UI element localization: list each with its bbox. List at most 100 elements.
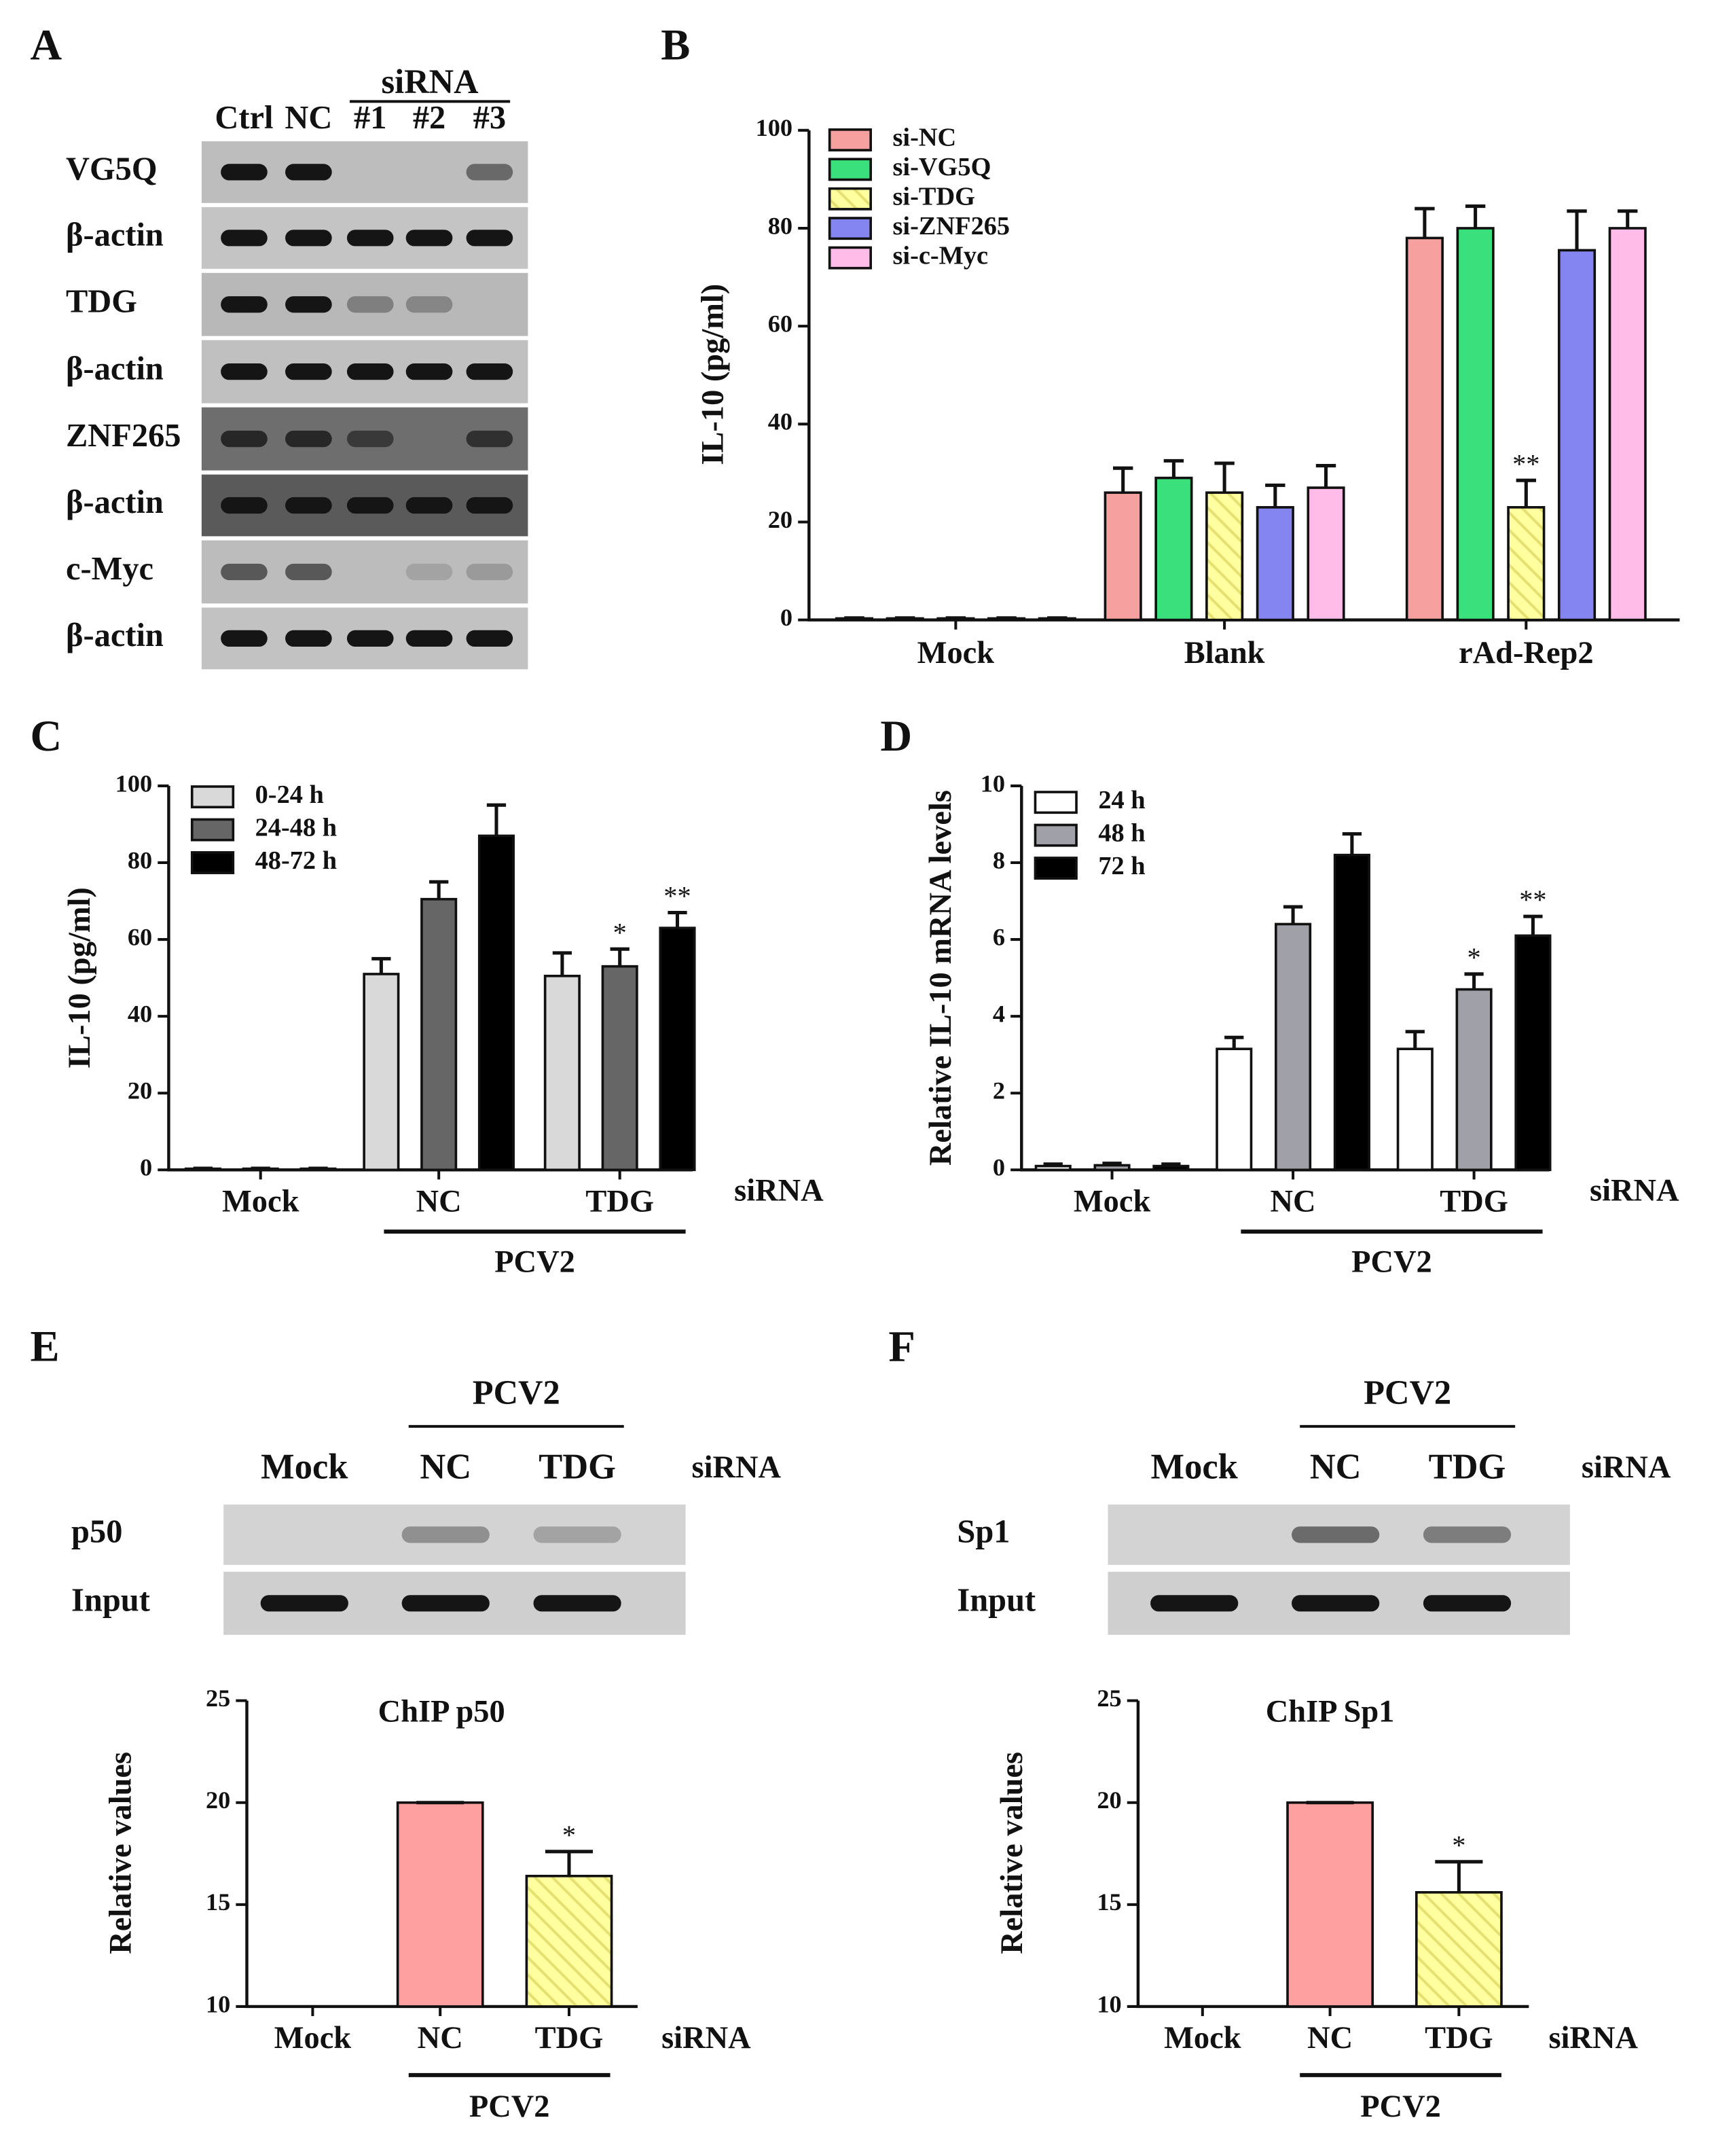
band xyxy=(466,164,513,181)
x-tick-label: Mock xyxy=(917,636,995,670)
band xyxy=(405,563,453,581)
band xyxy=(466,430,513,448)
band xyxy=(285,630,332,647)
y-axis-label: Relative values xyxy=(995,1752,1029,1954)
band xyxy=(285,296,332,313)
y-tick-label: 4 xyxy=(993,1000,1005,1027)
y-axis-label: Relative values xyxy=(103,1752,138,1954)
bar xyxy=(477,834,515,1172)
bar xyxy=(1415,1891,1503,2008)
bar xyxy=(601,965,638,1172)
panel-label: B xyxy=(661,20,690,69)
error-bar xyxy=(996,616,1017,620)
bar xyxy=(1093,1164,1131,1172)
row-label: β-actin xyxy=(66,217,164,253)
error-bar xyxy=(1265,483,1286,507)
band xyxy=(405,497,453,514)
y-tick-label: 10 xyxy=(206,1990,230,2017)
y-tick-label: 20 xyxy=(128,1077,152,1104)
y-tick-label: 15 xyxy=(206,1888,230,1916)
y-tick-label: 60 xyxy=(768,310,792,337)
legend-swatch xyxy=(190,818,235,842)
legend-label: si-TDG xyxy=(892,183,974,211)
band xyxy=(405,630,453,647)
bar xyxy=(1456,227,1495,622)
error-bar xyxy=(486,803,507,836)
y-tick-label: 0 xyxy=(140,1154,152,1181)
error-bar xyxy=(1465,204,1486,228)
error-bar xyxy=(1161,1162,1181,1166)
error-bar xyxy=(1315,464,1336,488)
bar xyxy=(1396,1047,1434,1172)
legend-label: 0-24 h xyxy=(255,780,324,809)
x-tick-label: TDG xyxy=(585,1184,654,1219)
bar xyxy=(1205,491,1244,622)
band xyxy=(221,296,268,313)
band xyxy=(346,430,394,448)
band xyxy=(466,630,513,647)
y-tick-label: 8 xyxy=(993,846,1005,874)
y-axis-label: Relative IL-10 mRNA levels xyxy=(924,790,958,1166)
error-bar xyxy=(1464,972,1484,990)
y-tick-label: 0 xyxy=(993,1154,1005,1181)
group-label: PCV2 xyxy=(494,1244,575,1279)
y-tick-label: 20 xyxy=(1097,1786,1121,1814)
y-tick-label: 20 xyxy=(206,1786,230,1814)
legend-swatch xyxy=(190,785,235,809)
band xyxy=(285,230,332,247)
band xyxy=(346,497,394,514)
error-bar xyxy=(545,1850,594,1876)
band xyxy=(466,497,513,514)
blot-group-label: PCV2 xyxy=(473,1373,560,1412)
band xyxy=(346,230,394,247)
legend-swatch xyxy=(1034,823,1078,847)
error-bar xyxy=(1224,1035,1244,1049)
bar xyxy=(1405,236,1444,622)
x-tick-label: TDG xyxy=(1425,2021,1493,2055)
significance: ** xyxy=(663,881,691,912)
significance: ** xyxy=(1519,884,1546,915)
y-tick-label: 15 xyxy=(1097,1888,1121,1916)
band xyxy=(285,363,332,380)
group-label: PCV2 xyxy=(1360,2089,1441,2124)
y-tick-label: 10 xyxy=(1097,1990,1121,2017)
legend-label: 24-48 h xyxy=(255,813,337,842)
x-axis-label: siRNA xyxy=(1590,1173,1679,1208)
band xyxy=(466,230,513,247)
error-bar xyxy=(1567,209,1587,251)
legend-swatch xyxy=(190,851,235,874)
band xyxy=(405,230,453,247)
bar xyxy=(1104,491,1142,622)
band xyxy=(401,1595,490,1612)
row-label: c-Myc xyxy=(66,551,153,587)
error-bar xyxy=(610,947,630,967)
band xyxy=(285,497,332,514)
legend-label: si-ZNF265 xyxy=(892,212,1010,240)
band xyxy=(466,363,513,380)
legend-label: 48 h xyxy=(1098,819,1145,847)
x-axis-label: siRNA xyxy=(661,2021,751,2055)
band xyxy=(285,430,332,448)
bar xyxy=(1514,934,1552,1172)
error-bar xyxy=(371,956,391,974)
bar xyxy=(525,1874,613,2008)
band xyxy=(346,630,394,647)
panel-label: E xyxy=(30,1322,59,1371)
significance: * xyxy=(1467,942,1480,973)
significance: * xyxy=(1452,1830,1465,1861)
legend-swatch xyxy=(828,158,873,181)
legend-swatch xyxy=(828,128,873,151)
panel-label: D xyxy=(880,711,912,760)
error-bar xyxy=(193,1166,213,1170)
legend-label: si-c-Myc xyxy=(892,241,988,270)
band xyxy=(405,296,453,313)
group-label: PCV2 xyxy=(1351,1244,1432,1279)
error-bar xyxy=(1516,478,1537,507)
error-bar xyxy=(1102,1162,1122,1166)
bar xyxy=(420,897,458,1172)
bar xyxy=(1557,249,1597,622)
row-label: VG5Q xyxy=(66,151,158,187)
error-bar xyxy=(844,616,864,620)
x-tick-label: Blank xyxy=(1184,636,1265,670)
row-label: Input xyxy=(957,1582,1036,1618)
